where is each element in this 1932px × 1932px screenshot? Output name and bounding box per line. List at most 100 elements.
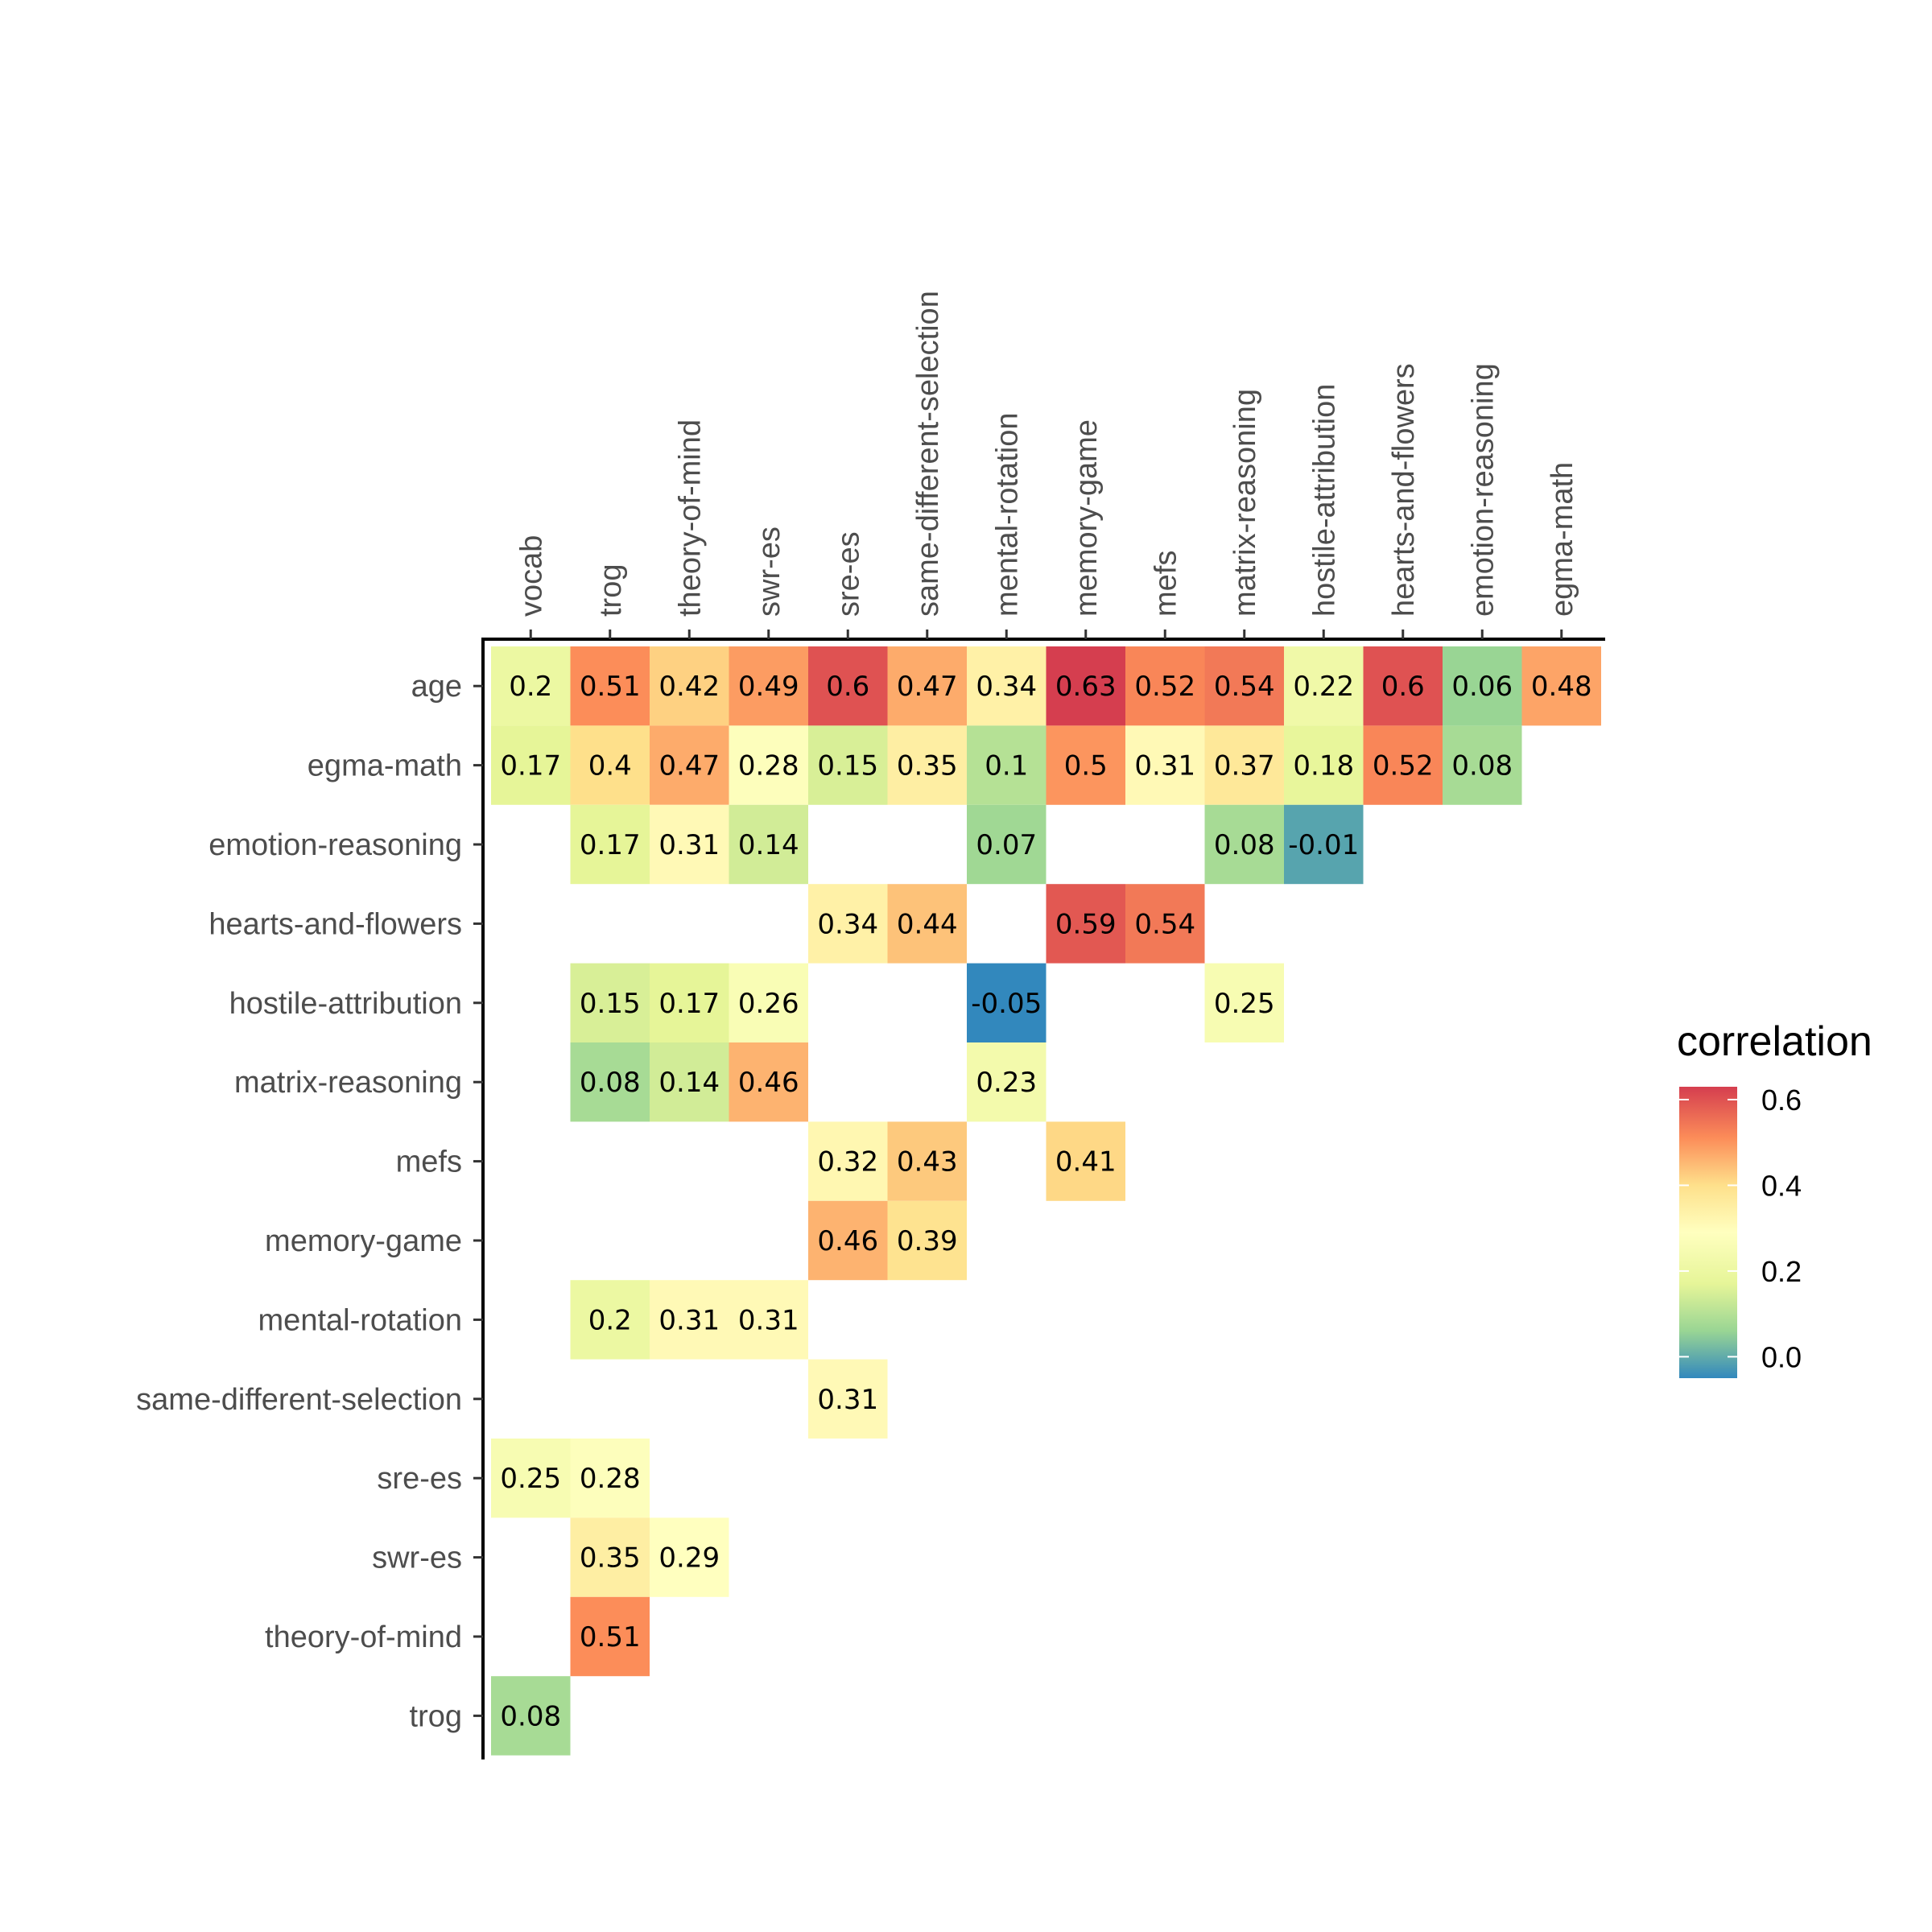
heatmap-cell-sre-es-vocab bbox=[491, 1439, 571, 1518]
heatmap-cell-egma-math-same-different-selection bbox=[887, 725, 967, 805]
heatmap-cell-memory-game-sre-es bbox=[808, 1200, 888, 1281]
x-tick-label: egma-math bbox=[1546, 462, 1579, 617]
cell-value-label: 0.47 bbox=[658, 750, 720, 782]
heatmap-cell-theory-of-mind-trog bbox=[570, 1596, 650, 1677]
heatmap-cell-emotion-reasoning-mental-rotation bbox=[967, 804, 1046, 885]
y-axis: age egma-math emotion-reasoning hearts-and-… bbox=[136, 638, 485, 1760]
heatmap-cell-matrix-reasoning-trog bbox=[570, 1042, 650, 1122]
heatmap-cell-emotion-reasoning-theory-of-mind bbox=[650, 804, 729, 885]
y-tick-label: trog bbox=[410, 1699, 462, 1733]
heatmap-cell-hostile-attribution-trog bbox=[570, 963, 650, 1042]
heatmap-cell-egma-math-trog bbox=[570, 725, 650, 805]
cell-value-label: 0.25 bbox=[500, 1463, 561, 1495]
y-tick-label: mefs bbox=[396, 1146, 462, 1179]
heatmap-cell-emotion-reasoning-trog bbox=[570, 804, 650, 885]
legend: correlation 0.6 0.4 0.2 0.0 bbox=[1677, 1018, 1872, 1378]
heatmap-cell-age-vocab bbox=[491, 646, 571, 726]
heatmap-cell-memory-game-same-different-selection bbox=[887, 1200, 967, 1281]
heatmap-cell-age-mefs bbox=[1125, 646, 1205, 726]
heatmap-cell-mefs-same-different-selection bbox=[887, 1121, 967, 1201]
heatmap-cell-hearts-and-flowers-memory-game bbox=[1046, 884, 1125, 964]
legend-tick-label: 0.0 bbox=[1761, 1340, 1802, 1373]
cell-value-label: 0.28 bbox=[580, 1463, 641, 1495]
heatmap-cell-egma-math-memory-game bbox=[1046, 725, 1125, 805]
heatmap-cell-emotion-reasoning-hostile-attribution bbox=[1284, 804, 1364, 885]
cell-value-label: 0.49 bbox=[738, 671, 799, 703]
heatmap-cell-mental-rotation-theory-of-mind bbox=[650, 1280, 729, 1360]
y-tick-label: mental-rotation bbox=[258, 1303, 462, 1337]
x-tick-label: sre-es bbox=[832, 531, 865, 617]
heatmap-cell-trog-vocab bbox=[491, 1676, 571, 1756]
cell-value-label: 0.46 bbox=[817, 1225, 878, 1257]
heatmap-cell-hearts-and-flowers-mefs bbox=[1125, 884, 1205, 964]
heatmap-cell-matrix-reasoning-theory-of-mind bbox=[650, 1042, 729, 1122]
heatmap-cell-egma-math-swr-es bbox=[729, 725, 808, 805]
heatmap-cell-age-swr-es bbox=[729, 646, 808, 726]
legend-ticks: 0.6 0.4 0.2 0.0 bbox=[1679, 1084, 1802, 1373]
cell-value-label: 0.06 bbox=[1451, 671, 1513, 703]
heatmap-cell-egma-math-mental-rotation bbox=[967, 725, 1046, 805]
y-tick-label: matrix-reasoning bbox=[234, 1066, 462, 1100]
heatmap-cell-age-emotion-reasoning bbox=[1443, 646, 1522, 726]
cell-value-label: 0.17 bbox=[500, 750, 561, 782]
cell-value-label: 0.29 bbox=[658, 1542, 720, 1575]
cell-value-label: 0.32 bbox=[817, 1146, 878, 1179]
heatmap-cell-egma-math-sre-es bbox=[808, 725, 888, 805]
heatmap-cell-hearts-and-flowers-sre-es bbox=[808, 884, 888, 964]
cell-value-label: 0.14 bbox=[738, 829, 799, 861]
cell-value-label: 0.31 bbox=[658, 1304, 720, 1336]
y-tick-label: hearts-and-flowers bbox=[208, 907, 462, 941]
cell-value-label: 0.51 bbox=[580, 1621, 641, 1653]
heatmap-cell-age-hearts-and-flowers bbox=[1363, 646, 1443, 726]
heatmap-cell-egma-math-emotion-reasoning bbox=[1443, 725, 1522, 805]
cell-value-label: 0.46 bbox=[738, 1067, 799, 1099]
heatmap-cell-age-trog bbox=[570, 646, 650, 726]
cell-value-label: 0.08 bbox=[1451, 750, 1513, 782]
heatmap-cell-egma-math-matrix-reasoning bbox=[1204, 725, 1284, 805]
heatmap-cell-mefs-memory-game bbox=[1046, 1121, 1125, 1201]
cell-value-label: 0.39 bbox=[897, 1225, 958, 1257]
cell-value-label: 0.08 bbox=[580, 1067, 641, 1099]
cell-value-label: 0.31 bbox=[738, 1304, 799, 1336]
cell-value-label: 0.52 bbox=[1134, 671, 1195, 703]
cell-value-label: 0.15 bbox=[580, 988, 641, 1020]
heatmap-cell-sre-es-trog bbox=[570, 1439, 650, 1518]
cell-value-label: 0.4 bbox=[588, 750, 632, 782]
cell-value-label: 0.1 bbox=[985, 750, 1028, 782]
cell-value-label: 0.6 bbox=[1381, 671, 1425, 703]
cell-value-label: -0.05 bbox=[971, 988, 1042, 1020]
x-tick-label: mental-rotation bbox=[990, 413, 1024, 617]
heatmap-cell-labels: 0.2 0.51 0.42 0.49 0.6 0.47 0.34 0.63 0.52 0.54 0.… bbox=[500, 671, 1591, 1732]
cell-value-label: 0.35 bbox=[580, 1542, 641, 1575]
cell-value-label: 0.44 bbox=[897, 908, 958, 940]
heatmap-cell-age-same-different-selection bbox=[887, 646, 967, 726]
heatmap-cell-egma-math-vocab bbox=[491, 725, 571, 805]
cell-value-label: 0.08 bbox=[500, 1700, 561, 1732]
x-tick-label: hearts-and-flowers bbox=[1387, 363, 1421, 617]
cell-value-label: 0.28 bbox=[738, 750, 799, 782]
heatmap-cell-age-matrix-reasoning bbox=[1204, 646, 1284, 726]
x-tick-label: matrix-reasoning bbox=[1228, 389, 1262, 617]
cell-value-label: 0.47 bbox=[897, 671, 958, 703]
cell-value-label: 0.42 bbox=[658, 671, 720, 703]
cell-value-label: 0.31 bbox=[1134, 750, 1195, 782]
cell-value-label: 0.5 bbox=[1064, 750, 1108, 782]
heatmap-cell-emotion-reasoning-matrix-reasoning bbox=[1204, 804, 1284, 885]
y-tick-label: same-different-selection bbox=[136, 1383, 462, 1417]
heatmap-cell-swr-es-theory-of-mind bbox=[650, 1517, 729, 1597]
cell-value-label: -0.01 bbox=[1288, 829, 1359, 861]
heatmap-cell-matrix-reasoning-swr-es bbox=[729, 1042, 808, 1122]
x-axis: vocab trog theory-of-mind swr-es sre-es same-… bbox=[481, 291, 1605, 641]
cell-value-label: 0.52 bbox=[1373, 750, 1434, 782]
cell-value-label: 0.41 bbox=[1055, 1146, 1117, 1179]
x-tick-label: emotion-reasoning bbox=[1466, 363, 1500, 617]
cell-value-label: 0.43 bbox=[897, 1146, 958, 1179]
heatmap-cell-mental-rotation-trog bbox=[570, 1280, 650, 1360]
x-tick-label: mefs bbox=[1149, 551, 1183, 617]
cell-value-label: 0.54 bbox=[1134, 908, 1195, 940]
heatmap-cell-age-egma-math bbox=[1521, 646, 1601, 726]
x-tick-label: swr-es bbox=[753, 526, 786, 617]
cell-value-label: 0.14 bbox=[658, 1067, 720, 1099]
cell-value-label: 0.26 bbox=[738, 988, 799, 1020]
